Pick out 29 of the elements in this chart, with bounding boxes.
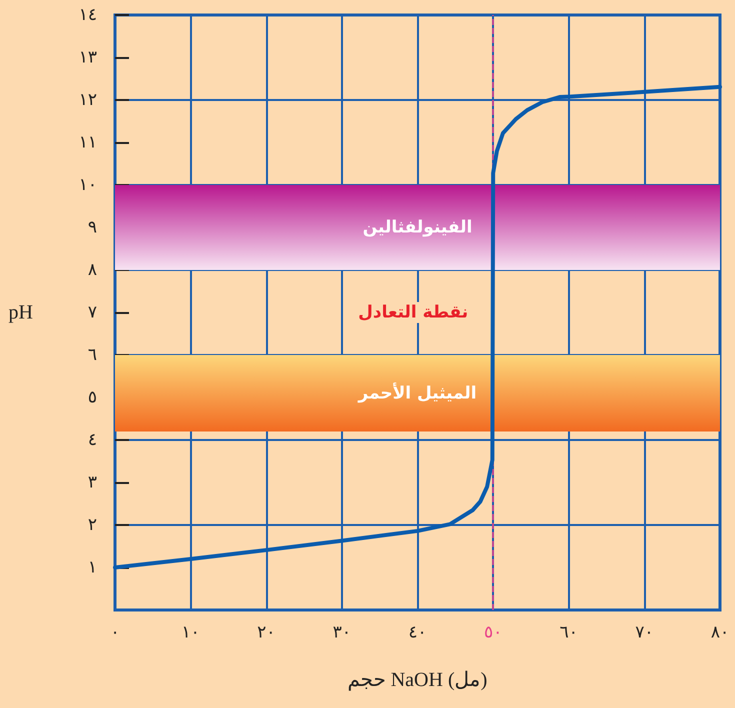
- annotation: نقطة التعادل: [358, 302, 468, 322]
- y-tick-label: ٣: [88, 472, 97, 492]
- x-tick-label: ٥٠: [484, 622, 502, 642]
- y-tick-label: ٥: [88, 388, 97, 408]
- y-tick-label: ١٣: [78, 48, 97, 68]
- x-tick-label: ٧٠: [635, 622, 654, 642]
- x-tick-label: ٢٠: [257, 622, 276, 642]
- x-tick-label: ١٠: [181, 622, 200, 642]
- x-tick-label: ٤٠: [408, 622, 427, 642]
- y-tick-label: ١٢: [78, 90, 97, 110]
- y-tick-label: ١٤: [78, 5, 97, 25]
- y-axis-title: pH: [8, 302, 33, 324]
- y-tick-label: ٦: [88, 345, 97, 365]
- y-tick-label: ١١: [78, 132, 97, 152]
- y-tick-label: ١٠: [78, 175, 97, 195]
- x-axis-title: حجم NaOH (مل): [348, 669, 488, 691]
- y-tick-label: ٧: [88, 302, 97, 322]
- y-tick-label: ٢: [88, 515, 97, 535]
- y-tick-label: ٨: [88, 260, 97, 280]
- y-tick-label: ٩: [88, 218, 97, 238]
- y-tick-label: ١: [88, 558, 97, 578]
- line-series: [113, 84, 722, 570]
- band-label: الفينولفثالين: [362, 218, 472, 238]
- x-tick-label: ٦٠: [560, 622, 578, 642]
- x-tick-label: ٣٠: [332, 622, 352, 642]
- x-tick-label: ٠: [110, 622, 120, 642]
- band-label: الميثيل الأحمر: [357, 381, 477, 404]
- x-tick-label: ٨٠: [710, 622, 730, 642]
- y-tick-label: ٤: [88, 430, 97, 450]
